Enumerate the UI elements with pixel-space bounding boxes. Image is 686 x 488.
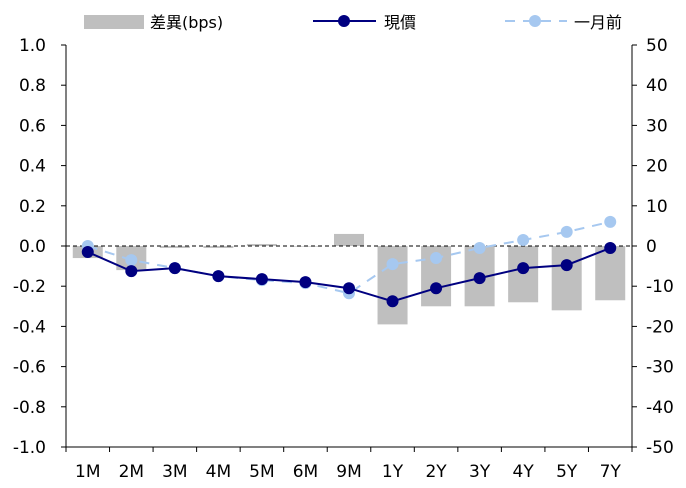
- line-layer: [81, 215, 617, 308]
- bar-1Y: [377, 246, 408, 325]
- y-tick-label-left: 1.0: [19, 36, 46, 56]
- point-current-1Y: [386, 295, 399, 308]
- x-tick-label: 4M: [206, 462, 231, 482]
- x-tick-label: 5Y: [556, 462, 578, 482]
- y-tick-label-left: 0.6: [19, 116, 46, 136]
- bar-4M: [203, 246, 234, 249]
- tick-labels: 1.0 0.8 0.6 0.4 0.2 0.0 -0.2 -0.4 -0.6 -0.8 -1.0 50…: [13, 36, 674, 482]
- y-tick-label-right: -20: [646, 317, 674, 337]
- point-current-5Y: [560, 259, 573, 272]
- point-month-ago-2Y: [430, 252, 443, 265]
- point-month-ago-1Y: [386, 258, 399, 271]
- point-month-ago-3Y: [473, 242, 486, 255]
- point-month-ago-4Y: [517, 233, 530, 246]
- point-current-3M: [168, 262, 181, 275]
- x-tick-label: 9M: [336, 462, 361, 482]
- legend: 差異(bps) 現價 一月前: [84, 13, 622, 32]
- y-tick-label-right: 10: [646, 197, 668, 217]
- x-tick-label: 7Y: [600, 462, 622, 482]
- point-current-6M: [299, 276, 312, 289]
- bar-4Y: [508, 246, 539, 303]
- y-tick-label-left: -0.6: [13, 358, 46, 378]
- y-tick-label-left: 0.0: [19, 237, 46, 257]
- point-month-ago-7Y: [604, 215, 617, 228]
- legend-label-month-ago: 一月前: [574, 13, 622, 32]
- y-tick-label-right: -30: [646, 358, 674, 378]
- y-tick-label-left: 0.2: [19, 197, 46, 217]
- y-tick-label-right: 20: [646, 157, 668, 177]
- y-tick-label-left: -1.0: [13, 438, 46, 458]
- y-tick-label-right: 0: [646, 237, 657, 257]
- x-tick-label: 6M: [293, 462, 318, 482]
- y-tick-label-left: -0.4: [13, 317, 46, 337]
- y-tick-label-right: -10: [646, 277, 674, 297]
- bar-9M: [334, 233, 364, 246]
- x-tick-label: 4Y: [513, 462, 535, 482]
- y-tick-label-right: -40: [646, 398, 674, 418]
- bar-5Y: [551, 246, 582, 311]
- x-tick-label: 1Y: [382, 462, 404, 482]
- axes: [61, 44, 637, 452]
- bar-layer: [72, 233, 626, 325]
- y-tick-label-right: 30: [646, 116, 668, 136]
- y-tick-label-left: 0.4: [19, 157, 46, 177]
- bar-3M: [159, 246, 190, 249]
- point-current-1M: [81, 246, 94, 259]
- y-tick-label-left: 0.8: [19, 76, 46, 96]
- point-current-7Y: [604, 242, 617, 255]
- y-tick-label-right: -50: [646, 438, 674, 458]
- point-month-ago-2M: [125, 254, 138, 267]
- x-tick-label: 2M: [119, 462, 144, 482]
- y-tick-label-left: -0.8: [13, 398, 46, 418]
- point-current-2Y: [430, 282, 443, 295]
- point-current-3Y: [473, 272, 486, 285]
- legend-swatch-diff: [84, 15, 144, 29]
- bar-5M: [246, 243, 277, 246]
- point-current-4M: [212, 270, 225, 283]
- point-month-ago-5Y: [560, 225, 573, 238]
- point-current-4Y: [517, 262, 530, 275]
- y-tick-label-right: 40: [646, 76, 668, 96]
- legend-swatch-current-marker: [338, 15, 350, 27]
- legend-label-current: 現價: [384, 13, 416, 32]
- y-tick-label-left: -0.2: [13, 277, 46, 297]
- point-current-5M: [255, 273, 268, 286]
- point-current-2M: [125, 265, 138, 278]
- bar-7Y: [595, 246, 626, 301]
- y-tick-label-right: 50: [646, 36, 668, 56]
- x-tick-label: 5M: [249, 462, 274, 482]
- legend-swatch-month-ago-marker: [529, 15, 541, 27]
- x-tick-label: 1M: [75, 462, 100, 482]
- x-tick-label: 3M: [162, 462, 187, 482]
- x-tick-label: 3Y: [469, 462, 491, 482]
- x-tick-label: 2Y: [425, 462, 447, 482]
- point-current-9M: [343, 282, 355, 295]
- legend-label-diff: 差異(bps): [150, 13, 223, 32]
